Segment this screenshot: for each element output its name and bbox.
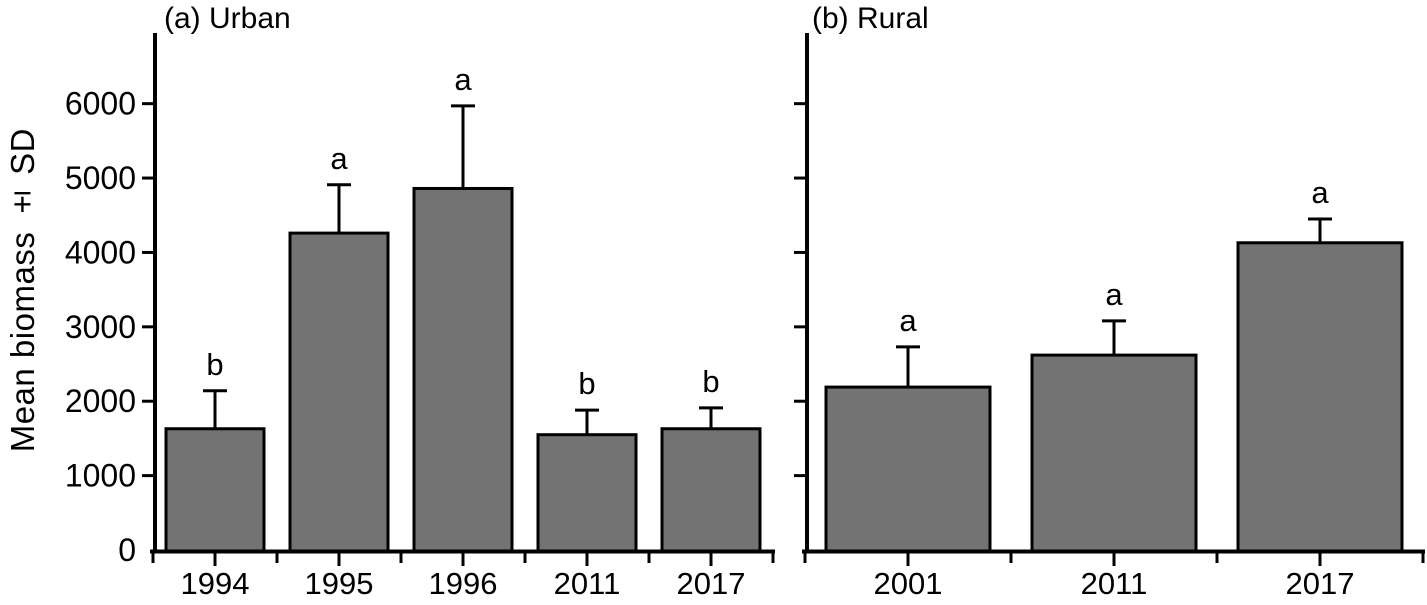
y-tick-label: 6000 [65,86,136,122]
panel-b: a 2001 a 2011 a 2017 [794,33,1425,601]
bar [660,427,762,554]
x-tick-label: 2001 [874,566,943,601]
x-tick-label: 1994 [181,566,250,601]
sig-letter: a [899,303,917,338]
bar [1030,353,1198,554]
y-tick-label: 2000 [65,383,136,419]
panel-a-title: (a) Urban [164,2,291,35]
bar [536,433,638,554]
bar [824,385,992,554]
x-tick-label: 1995 [305,566,374,601]
sig-letter: b [578,366,595,401]
bar [288,231,390,554]
x-tick-label: 2011 [554,566,621,601]
y-tick-label: 5000 [65,160,136,196]
sig-letter: a [1311,175,1329,210]
x-tick-label: 1996 [429,566,498,601]
y-tick-label: 3000 [65,309,136,345]
panel-b-title: (b) Rural [812,2,929,35]
y-tick-label: 0 [118,532,136,568]
sig-letter: a [454,62,472,97]
y-tick-label: 4000 [65,234,136,270]
panel-a: b 1994 a 1995 a 1996 b 2011 b 2017 0 1000 2000 3000 40… [65,33,775,601]
sig-letter: b [206,347,223,382]
sig-letter: a [330,141,348,176]
bar [412,186,514,554]
bar [164,427,266,554]
y-tick-label: 1000 [65,458,136,494]
x-tick-label: 2017 [677,566,746,601]
sig-letter: b [702,364,719,399]
x-tick-label: 2017 [1286,566,1355,601]
sig-letter: a [1105,277,1123,312]
x-tick-label: 2011 [1081,566,1148,601]
bar [1236,241,1404,554]
